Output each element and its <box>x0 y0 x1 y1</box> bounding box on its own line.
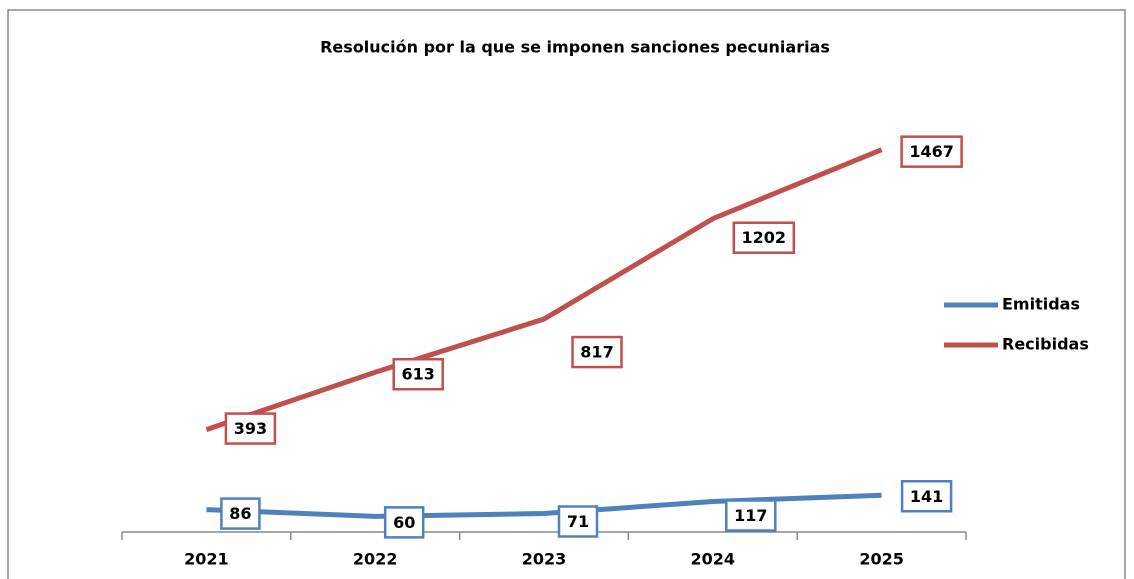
legend-label: Emitidas <box>1002 295 1080 314</box>
value-label: 1202 <box>742 228 787 247</box>
legend-label: Recibidas <box>1002 335 1089 354</box>
value-label-box <box>725 499 777 532</box>
x-tick-label: 2022 <box>353 550 398 569</box>
value-label: 393 <box>234 419 267 438</box>
chart-title: Resolución por la que se imponen sancion… <box>320 38 830 57</box>
value-label: 60 <box>393 513 415 532</box>
x-tick-label: 2021 <box>184 550 229 569</box>
x-tick-label: 2024 <box>691 550 736 569</box>
x-tick-label: 2023 <box>522 550 567 569</box>
value-label-box <box>900 480 953 513</box>
value-label-box <box>220 497 261 530</box>
value-label: 817 <box>580 343 613 362</box>
value-label-box <box>557 505 599 538</box>
value-label-box <box>383 506 425 539</box>
chart-frame <box>7 9 1126 579</box>
value-label: 117 <box>734 506 767 525</box>
value-label-box <box>571 335 623 369</box>
value-label: 1467 <box>909 142 954 161</box>
series-line <box>205 147 883 432</box>
x-tick-label: 2025 <box>859 550 904 569</box>
value-label-box <box>732 221 796 254</box>
value-label-box <box>224 412 277 445</box>
value-label: 71 <box>567 512 589 531</box>
value-label: 613 <box>401 365 434 384</box>
value-label-box <box>900 135 963 168</box>
value-label-box <box>392 357 444 391</box>
value-label: 141 <box>910 487 943 506</box>
value-label: 86 <box>229 504 251 523</box>
